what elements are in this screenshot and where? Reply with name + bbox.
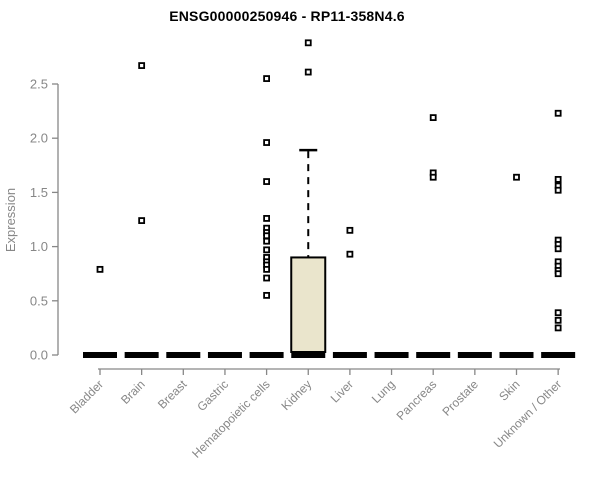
data-point	[554, 109, 562, 117]
median-bar	[166, 352, 201, 358]
y-tick-label: 1.5	[30, 185, 48, 200]
x-category-label: Hematopoietic cells	[189, 377, 272, 460]
data-point	[263, 291, 271, 299]
data-point	[263, 274, 271, 282]
data-point	[429, 114, 437, 122]
x-category-label: Skin	[496, 377, 522, 403]
x-category-label: Liver	[328, 377, 356, 405]
x-category-label: Pancreas	[394, 377, 440, 423]
y-tick-label: 0.5	[30, 293, 48, 308]
data-point	[304, 68, 312, 76]
data-point	[263, 265, 271, 273]
data-point	[138, 217, 146, 224]
data-point	[263, 178, 271, 185]
data-point	[554, 309, 562, 317]
x-category-label: Brain	[118, 377, 148, 407]
data-point	[263, 139, 271, 146]
data-point	[346, 226, 354, 234]
data-point	[554, 316, 562, 324]
box-body	[290, 256, 327, 353]
data-point	[554, 324, 562, 332]
data-point	[263, 232, 271, 240]
x-category-label: Kidney	[279, 377, 315, 413]
data-point	[263, 75, 271, 82]
x-category-label: Prostate	[439, 377, 481, 419]
median-bar	[457, 352, 492, 358]
x-category-label: Gastric	[194, 377, 231, 414]
x-category-label: Lung	[369, 377, 398, 406]
data-point	[554, 186, 562, 194]
median-bar	[541, 352, 576, 358]
median-bar	[83, 352, 117, 358]
median-bar	[249, 352, 284, 358]
median-bar	[499, 352, 534, 358]
data-point	[513, 173, 520, 181]
data-point	[263, 215, 271, 222]
y-tick-label: 2.5	[30, 77, 48, 92]
data-point	[346, 250, 354, 258]
data-point	[263, 246, 271, 254]
y-tick-label: 0.0	[30, 348, 48, 363]
x-category-label: Breast	[155, 377, 190, 412]
data-point	[554, 270, 562, 278]
data-point	[554, 245, 562, 253]
median-bar	[332, 352, 367, 358]
data-point	[96, 265, 104, 273]
median-bar	[207, 352, 242, 358]
data-point	[138, 62, 146, 69]
data-point	[554, 175, 562, 183]
data-point	[429, 173, 437, 181]
x-category-label: Bladder	[67, 377, 106, 416]
y-tick-label: 1.0	[30, 239, 48, 254]
median-bar	[291, 352, 326, 358]
median-bar	[416, 352, 451, 358]
median-bar	[124, 352, 159, 358]
data-point	[304, 39, 312, 47]
data-point	[263, 237, 271, 245]
chart-title: ENSG00000250946 - RP11-358N4.6	[169, 8, 405, 24]
median-bar	[374, 352, 409, 358]
y-tick-label: 2.0	[30, 131, 48, 146]
